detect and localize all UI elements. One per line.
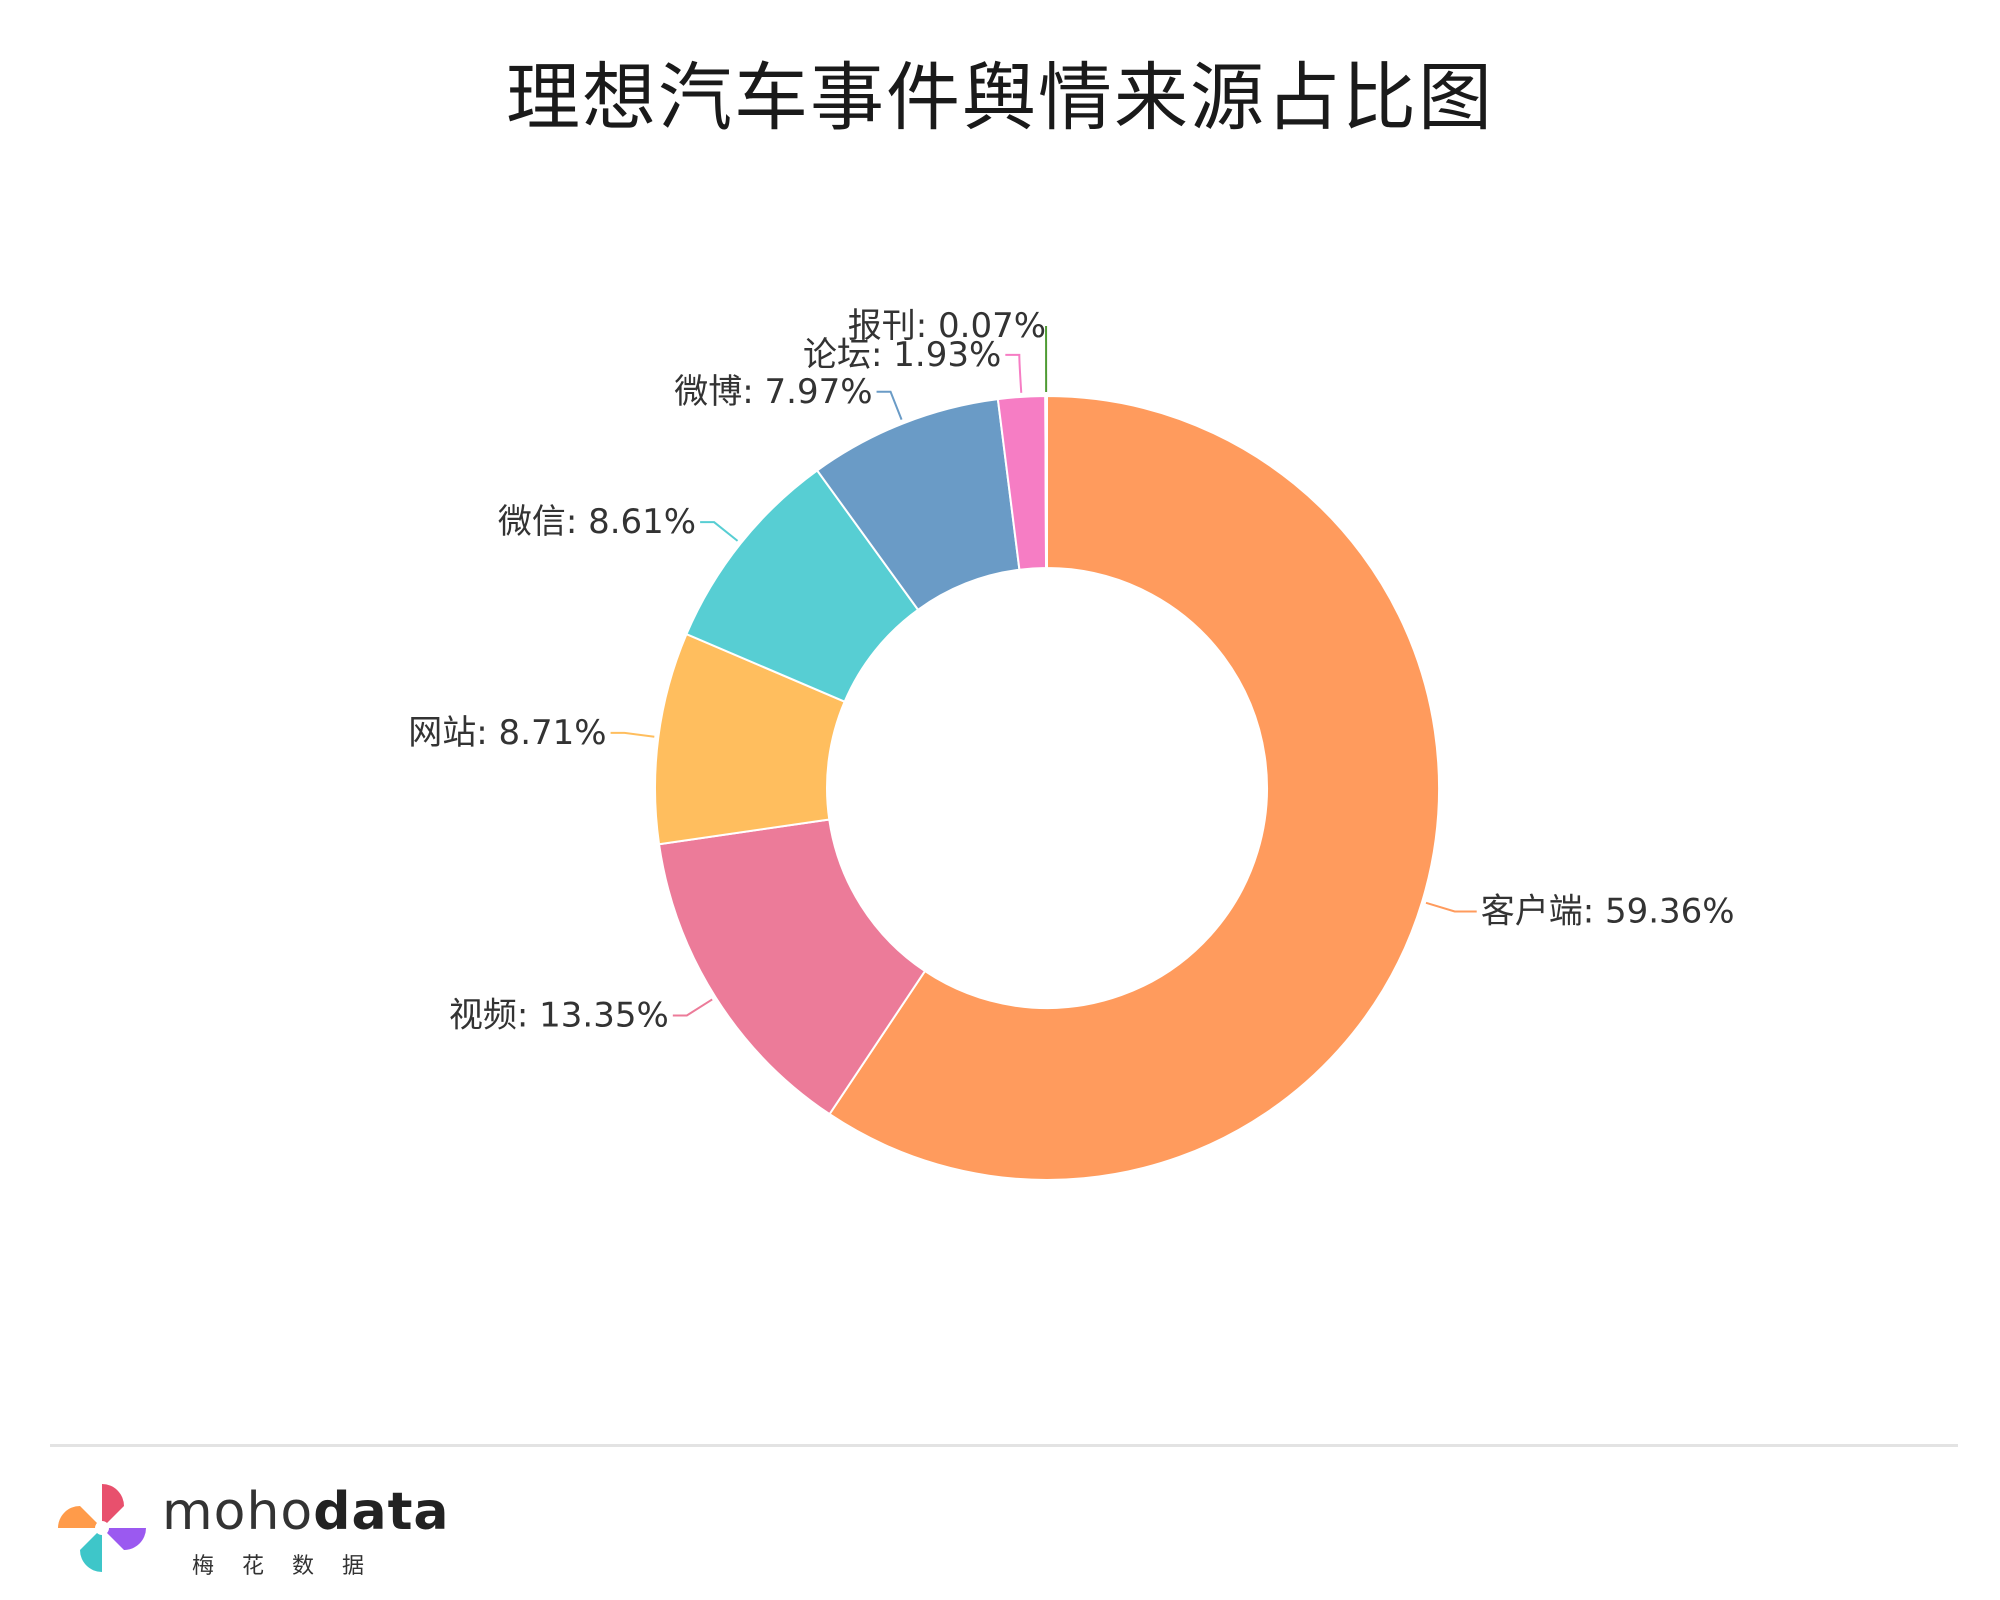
pinwheel-logo-icon bbox=[58, 1484, 146, 1572]
leader-line-4 bbox=[876, 390, 903, 421]
slice-label-3: 微信: 8.61% bbox=[498, 502, 696, 542]
leader-line-0 bbox=[1425, 901, 1477, 913]
leader-line-2 bbox=[610, 731, 655, 738]
leader-line-3 bbox=[700, 521, 739, 542]
slice-label-1: 视频: 13.35% bbox=[449, 995, 669, 1035]
leader-line-1 bbox=[672, 998, 713, 1017]
brand-subtitle: 梅花数据 bbox=[192, 1554, 393, 1579]
leader-line-5 bbox=[1005, 353, 1023, 393]
slice-label-4: 微博: 7.97% bbox=[674, 372, 872, 412]
footer-divider bbox=[50, 1444, 1958, 1447]
slice-label-0: 客户端: 59.36% bbox=[1481, 891, 1735, 931]
brand-name: mohodata bbox=[162, 1482, 450, 1542]
slice-label-5: 论坛: 1.93% bbox=[803, 335, 1001, 375]
brand-logo: mohodata 梅花数据 bbox=[52, 1478, 472, 1588]
slice-label-2: 网站: 8.71% bbox=[408, 713, 606, 753]
slice-1 bbox=[657, 818, 927, 1116]
slice-6 bbox=[1044, 394, 1048, 570]
slice-label-6: 报刊: 0.07% bbox=[848, 306, 1046, 346]
slice-0 bbox=[828, 394, 1440, 1181]
chart-title: 理想汽车事件舆情来源占比图 bbox=[506, 55, 1494, 141]
